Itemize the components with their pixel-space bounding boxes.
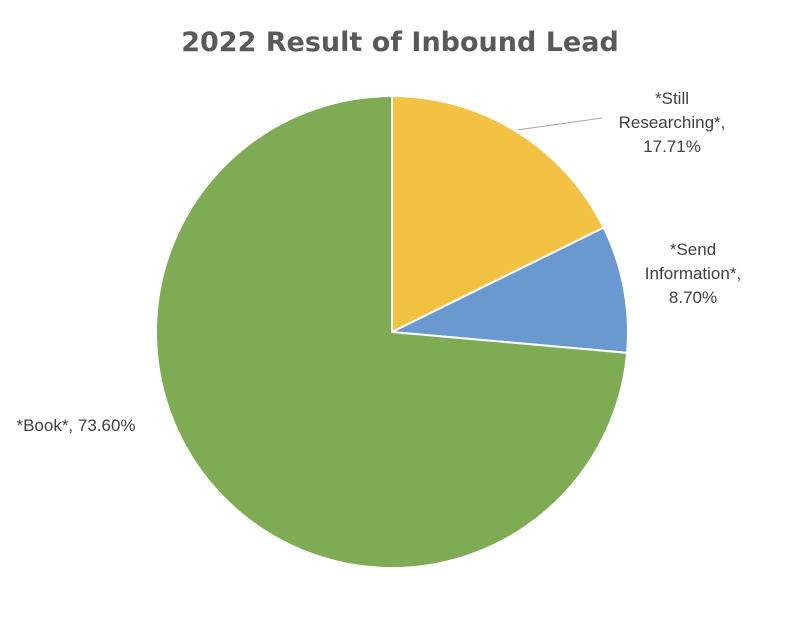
- slice-labels: *Still Researching*, 17.71% *Send Informatio…: [16, 89, 741, 435]
- pie-slice-2: [155, 94, 629, 569]
- slice-label-0: *Still Researching*, 17.71%: [619, 89, 726, 156]
- pie-slices: [155, 94, 629, 569]
- slice-label-2: *Book*, 73.60%: [16, 416, 135, 435]
- slice-label-1: *Send Information*, 8.70%: [645, 240, 741, 307]
- leader-line-0: [516, 117, 603, 131]
- pie-slice-1: [388, 226, 629, 354]
- chart-title: 2022 Result of Inbound Lead: [181, 27, 619, 58]
- pie-slice-0: [391, 94, 605, 334]
- leader-lines: [516, 117, 603, 131]
